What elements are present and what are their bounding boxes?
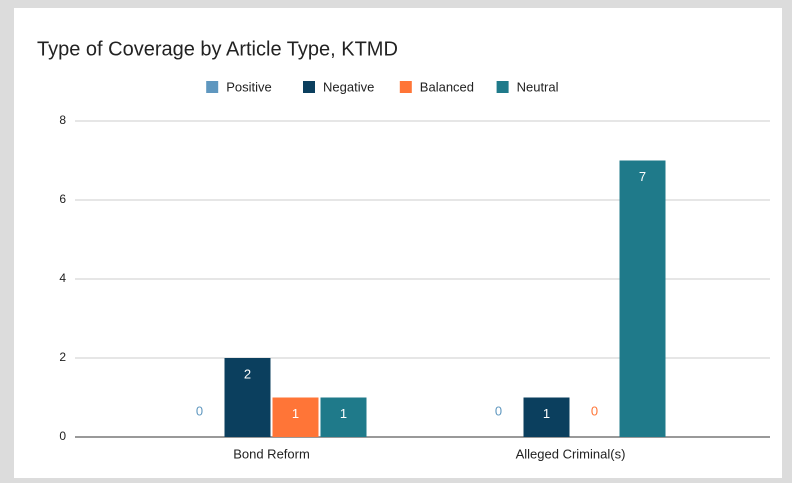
bar bbox=[619, 160, 666, 437]
bar bbox=[272, 397, 319, 437]
data-label: 0 bbox=[196, 403, 203, 418]
legend-label: Neutral bbox=[517, 79, 559, 94]
legend-swatch bbox=[496, 81, 509, 93]
data-label: 1 bbox=[543, 406, 550, 421]
x-tick-label: Alleged Criminal(s) bbox=[516, 446, 626, 461]
bar bbox=[523, 397, 570, 437]
data-label: 0 bbox=[495, 403, 502, 418]
y-tick-label: 2 bbox=[59, 350, 66, 364]
y-tick-label: 6 bbox=[59, 192, 66, 206]
bar bbox=[320, 397, 367, 437]
legend-swatch bbox=[206, 81, 219, 93]
data-label: 7 bbox=[639, 169, 646, 184]
data-label: 1 bbox=[340, 406, 347, 421]
y-tick-label: 8 bbox=[59, 113, 66, 127]
legend-label: Negative bbox=[323, 79, 374, 94]
bar bbox=[224, 358, 271, 437]
data-label: 2 bbox=[244, 366, 251, 381]
legend-swatch bbox=[303, 81, 315, 93]
legend-label: Balanced bbox=[420, 79, 474, 94]
legend-swatch bbox=[399, 81, 412, 93]
chart-area bbox=[14, 8, 782, 478]
x-tick-label: Bond Reform bbox=[233, 446, 310, 461]
chart-title: Type of Coverage by Article Type, KTMD bbox=[37, 38, 398, 60]
data-label: 1 bbox=[292, 406, 299, 421]
legend-label: Positive bbox=[226, 79, 272, 94]
y-tick-label: 0 bbox=[59, 429, 66, 443]
y-tick-label: 4 bbox=[59, 271, 66, 285]
data-label: 0 bbox=[591, 403, 598, 418]
